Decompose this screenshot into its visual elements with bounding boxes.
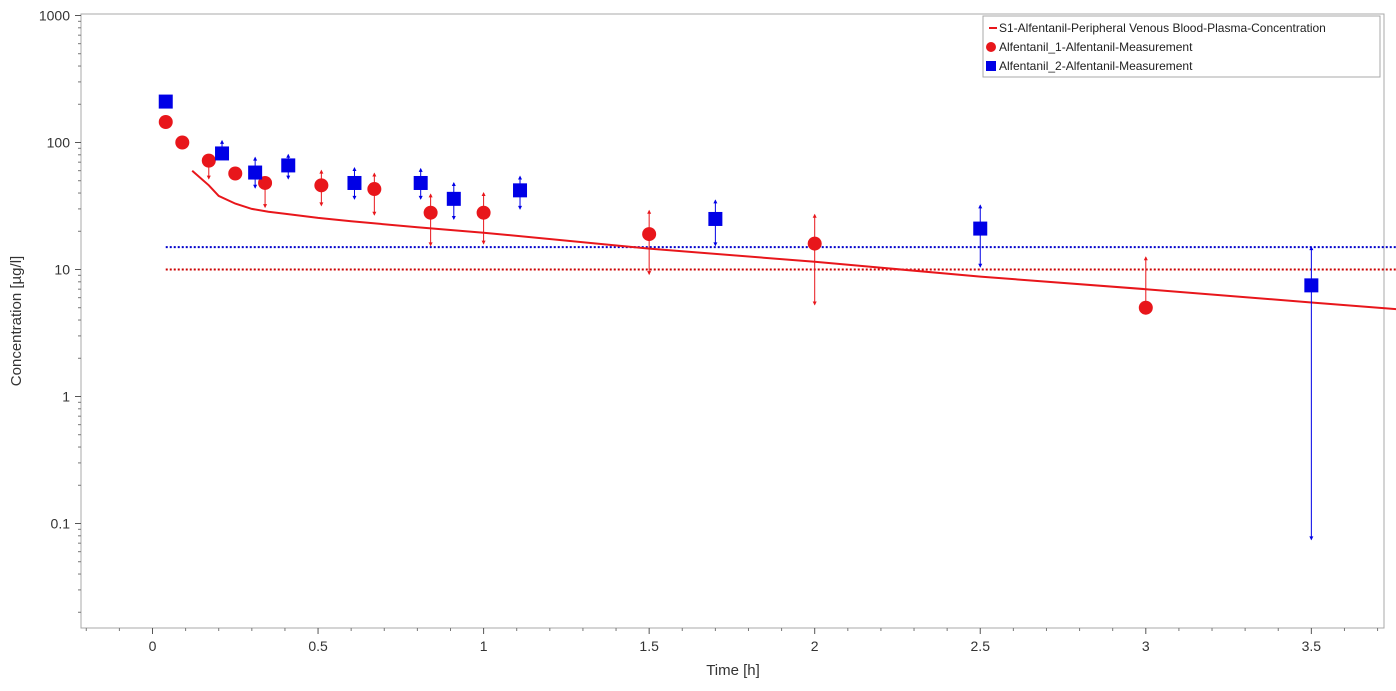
y-tick-label: 1	[62, 389, 70, 405]
y-tick-label: 0.1	[51, 516, 71, 532]
data-markers	[158, 94, 1319, 315]
data-point-alfentanil-2	[708, 211, 723, 226]
axes: 00.511.522.533.544.555.566.570.111010010…	[39, 8, 1379, 654]
data-point-alfentanil-2	[446, 191, 461, 206]
error-cap-upper	[713, 199, 718, 204]
error-cap-lower	[372, 211, 377, 216]
data-point-alfentanil-2	[973, 221, 988, 236]
legend-square-swatch	[986, 61, 996, 71]
error-cap-upper	[978, 204, 983, 209]
error-cap-lower	[319, 202, 324, 207]
error-cap-lower	[518, 205, 523, 210]
data-point-alfentanil-2	[513, 183, 528, 198]
data-point-alfentanil-1	[158, 115, 173, 130]
data-point-alfentanil-2	[248, 165, 263, 180]
error-cap-lower	[286, 175, 291, 180]
error-cap-lower	[206, 175, 211, 180]
error-cap-lower	[418, 195, 423, 200]
data-point-alfentanil-1	[1138, 300, 1153, 315]
error-cap-upper	[451, 181, 456, 186]
x-tick-label: 3.5	[1302, 638, 1322, 654]
data-point-alfentanil-1	[314, 178, 329, 193]
data-point-alfentanil-1	[201, 153, 216, 168]
data-point-alfentanil-2	[347, 175, 362, 190]
x-tick-label: 2.5	[971, 638, 991, 654]
error-cap-upper	[1309, 246, 1314, 251]
data-point-alfentanil-1	[228, 166, 243, 181]
error-cap-upper	[220, 139, 225, 144]
legend: S1-Alfentanil-Peripheral Venous Blood-Pl…	[982, 15, 1381, 78]
error-cap-upper	[518, 175, 523, 180]
error-cap-upper	[428, 193, 433, 198]
error-cap-lower	[263, 204, 268, 209]
error-cap-lower	[978, 263, 983, 268]
x-tick-label: 1.5	[639, 638, 659, 654]
data-point-alfentanil-2	[215, 146, 230, 161]
x-tick-label: 0.5	[308, 638, 328, 654]
error-cap-upper	[647, 209, 652, 214]
y-tick-label: 10	[54, 262, 70, 278]
data-point-alfentanil-1	[642, 227, 657, 242]
data-point-alfentanil-1	[423, 205, 438, 220]
data-point-alfentanil-2	[158, 94, 173, 109]
data-point-alfentanil-1	[807, 236, 822, 251]
error-cap-upper	[418, 167, 423, 172]
error-cap-upper	[253, 156, 258, 161]
error-cap-upper	[372, 172, 377, 177]
error-cap-lower	[253, 184, 258, 189]
x-axis-title: Time [h]	[706, 662, 760, 679]
data-point-alfentanil-2	[281, 158, 296, 173]
x-tick-label: 1	[480, 638, 488, 654]
data-point-alfentanil-1	[476, 205, 491, 220]
data-point-alfentanil-2	[1304, 278, 1319, 293]
legend-box	[982, 15, 1381, 78]
data-point-alfentanil-1	[367, 182, 382, 197]
error-cap-upper	[319, 169, 324, 174]
error-cap-lower	[352, 195, 357, 200]
legend-entry-alfentanil-1: Alfentanil_1-Alfentanil-Measurement	[999, 40, 1193, 54]
error-cap-upper	[1143, 256, 1148, 261]
y-tick-label: 100	[47, 135, 71, 151]
legend-circle-swatch	[986, 42, 996, 52]
x-tick-label: 2	[811, 638, 819, 654]
error-cap-upper	[352, 166, 357, 171]
error-cap-lower	[812, 301, 817, 306]
legend-entry-alfentanil-2: Alfentanil_2-Alfentanil-Measurement	[999, 59, 1193, 73]
error-cap-upper	[481, 192, 486, 197]
error-cap-lower	[451, 215, 456, 220]
plot-area	[80, 13, 1385, 629]
error-cap-lower	[1309, 536, 1314, 541]
error-cap-upper	[812, 213, 817, 218]
legend-entry-simulation: S1-Alfentanil-Peripheral Venous Blood-Pl…	[999, 21, 1326, 35]
error-cap-upper	[286, 153, 291, 158]
reference-lines	[165, 246, 1396, 271]
error-cap-lower	[647, 271, 652, 276]
x-tick-label: 3	[1142, 638, 1150, 654]
data-point-alfentanil-2	[413, 175, 428, 190]
x-tick-label: 0	[149, 638, 157, 654]
data-point-alfentanil-1	[175, 135, 190, 150]
y-tick-label: 1000	[39, 8, 70, 24]
error-cap-lower	[713, 242, 718, 247]
error-cap-lower	[428, 242, 433, 247]
error-cap-lower	[481, 240, 486, 245]
y-axis-title: Concentration [µg/l]	[8, 256, 25, 386]
